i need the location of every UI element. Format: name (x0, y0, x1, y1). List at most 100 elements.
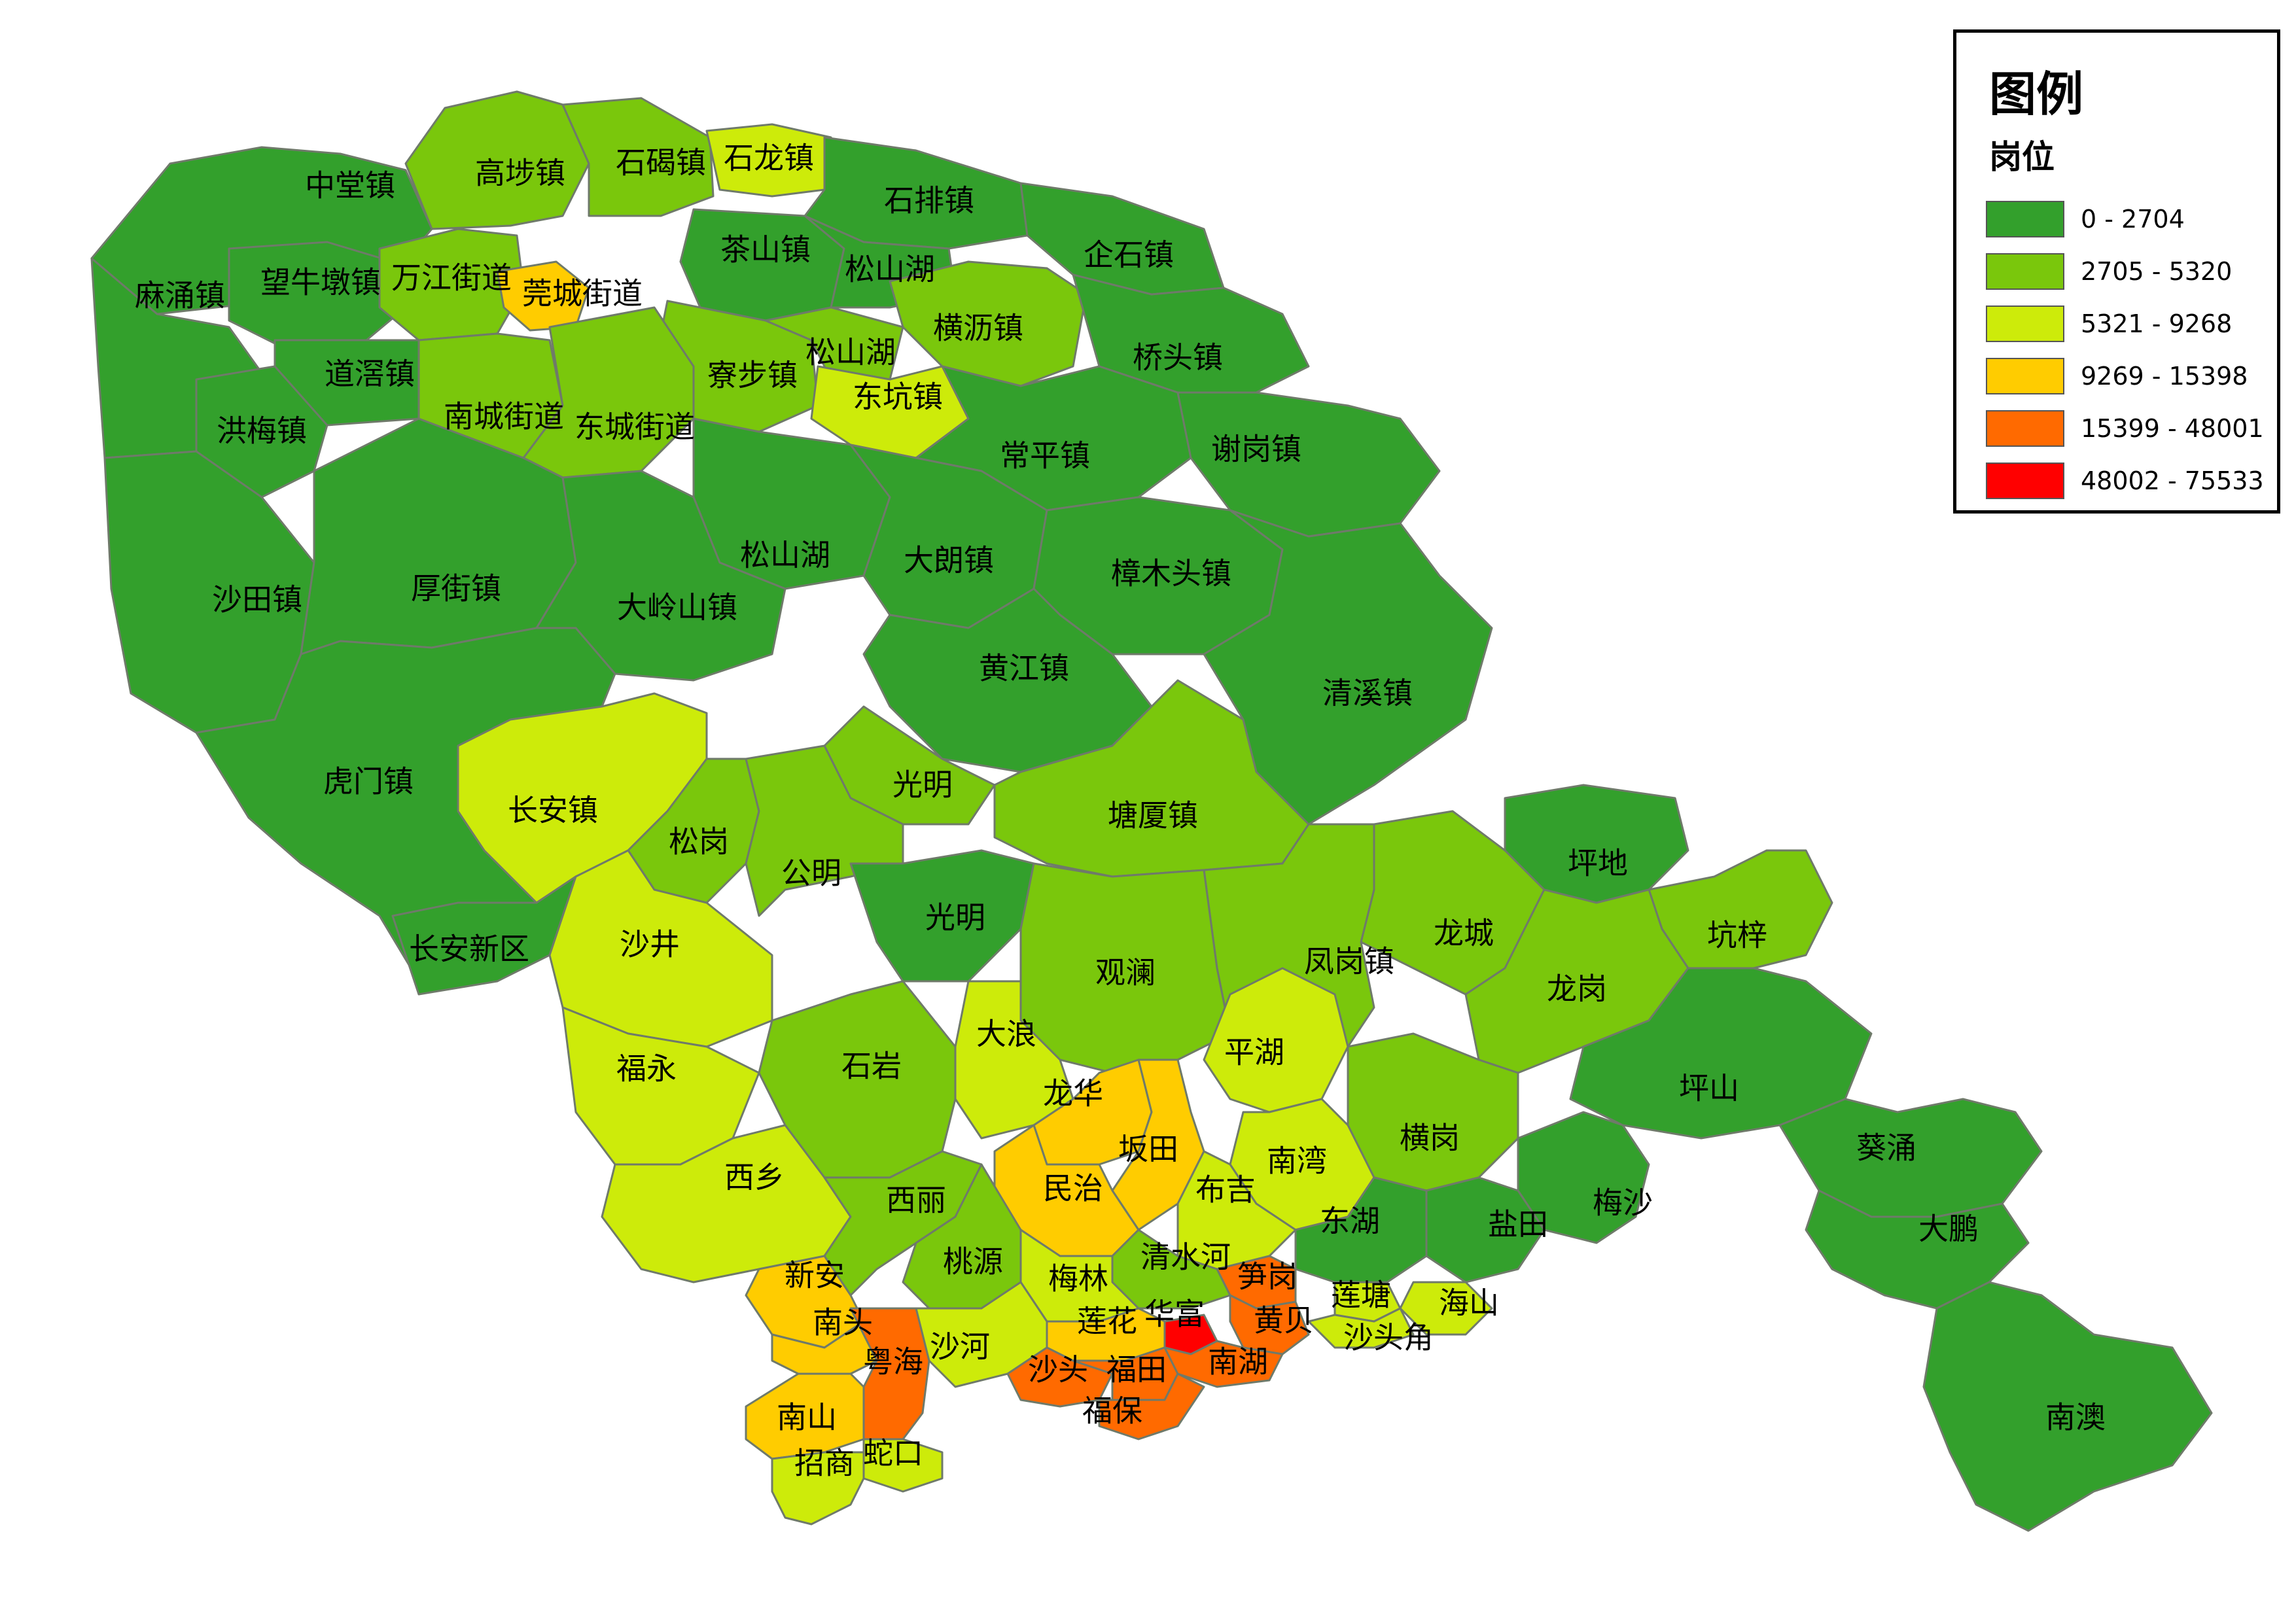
region-label: 中堂镇 (305, 168, 395, 203)
region-label: 梅林 (1048, 1261, 1108, 1297)
region-label: 福永 (616, 1051, 677, 1087)
region-label: 东坑镇 (853, 379, 943, 415)
legend-swatch (1986, 253, 2064, 290)
region-label: 新安 (785, 1258, 845, 1293)
region-zhaoshang (771, 1451, 865, 1526)
region-label: 粤海 (863, 1344, 923, 1380)
region-label: 招商 (794, 1446, 855, 1481)
region-shatoujiao (1307, 1307, 1415, 1349)
region-label: 坪地 (1568, 846, 1628, 881)
region-shatou (1006, 1346, 1114, 1408)
region-label: 石岩 (841, 1049, 902, 1084)
region-label: 公明 (781, 856, 841, 891)
region-xiegang (1176, 391, 1441, 538)
region-label: 虎门镇 (323, 764, 414, 799)
region-label: 望牛墩镇 (260, 265, 381, 300)
region-bantian (1111, 1058, 1205, 1231)
region-label: 梅沙 (1593, 1185, 1653, 1221)
region-label: 福保 (1082, 1393, 1142, 1429)
region-label: 沙井 (620, 927, 680, 962)
region-label: 莲塘 (1331, 1278, 1391, 1313)
map-labels: 中堂镇 高埗镇 石碣镇 石龙镇 石排镇 麻涌镇 望牛墩镇 万江街道 莞城街道 茶… (135, 141, 2106, 1481)
region-label: 民治 (1043, 1171, 1103, 1206)
region-label: 厚街镇 (411, 571, 501, 606)
region-label: 南山 (777, 1400, 837, 1435)
region-label: 松岗 (669, 824, 729, 860)
region-label: 清水河 (1140, 1240, 1231, 1275)
region-label: 长安镇 (508, 793, 598, 828)
region-label: 清溪镇 (1322, 676, 1413, 711)
region-shijie (561, 97, 715, 217)
region-qingxi (1203, 509, 1493, 826)
region-label: 高埗镇 (475, 156, 565, 191)
region-nanhu (1163, 1340, 1284, 1388)
region-label: 坪山 (1679, 1071, 1739, 1106)
region-label: 东城街道 (574, 410, 695, 445)
region-dalingshan (535, 470, 786, 682)
region-label: 樟木头镇 (1111, 556, 1231, 591)
region-label: 沙田镇 (212, 582, 302, 618)
legend-item: 15399 - 48001 (1986, 402, 2264, 455)
region-huangbei (1229, 1294, 1310, 1355)
region-label: 观澜 (1095, 955, 1156, 990)
region-label: 海山 (1439, 1285, 1499, 1321)
region-label: 企石镇 (1084, 237, 1174, 273)
region-yantian (1425, 1176, 1545, 1283)
region-label: 石龙镇 (724, 141, 814, 176)
map-legend: 图例 岗位 0 - 2704 2705 - 5320 5321 - 9268 9… (1953, 29, 2280, 514)
region-label: 洪梅镇 (217, 413, 307, 449)
region-label: 长安新区 (409, 932, 529, 967)
region-label: 麻涌镇 (135, 278, 225, 313)
region-label: 东湖 (1320, 1204, 1380, 1239)
region-label: 西丽 (886, 1183, 946, 1218)
legend-label: 9269 - 15398 (2081, 362, 2248, 391)
region-label: 石排镇 (884, 183, 974, 218)
region-label: 大浪 (976, 1017, 1036, 1052)
region-label: 沙河 (930, 1329, 990, 1365)
region-label: 大岭山镇 (617, 590, 737, 625)
legend-items: 0 - 2704 2705 - 5320 5321 - 9268 9269 - … (1986, 193, 2264, 507)
region-label: 笋岗 (1237, 1259, 1298, 1295)
region-label: 桥头镇 (1133, 340, 1223, 375)
region-label: 谢岗镇 (1211, 432, 1301, 467)
legend-label: 15399 - 48001 (2081, 414, 2264, 443)
region-label: 松山湖 (805, 335, 896, 370)
region-label: 石碣镇 (616, 145, 706, 181)
region-label: 布吉 (1195, 1172, 1256, 1208)
region-label: 寮步镇 (707, 358, 798, 393)
region-nantou (771, 1320, 878, 1375)
legend-label: 2705 - 5320 (2081, 257, 2233, 286)
region-wangniudun (228, 241, 407, 345)
region-label: 黄江镇 (979, 651, 1069, 686)
legend-subtitle: 岗位 (1989, 138, 2055, 176)
region-label: 万江街道 (391, 260, 512, 296)
region-tangxia (993, 679, 1310, 878)
region-label: 葵涌 (1856, 1130, 1916, 1166)
region-label: 横沥镇 (933, 311, 1023, 346)
region-label: 龙城 (1434, 916, 1494, 951)
region-label: 坂田 (1118, 1132, 1178, 1167)
region-label: 莲花 (1077, 1304, 1137, 1339)
region-pingshan (1569, 967, 1873, 1140)
region-label: 塘厦镇 (1108, 798, 1198, 833)
legend-item: 2705 - 5320 (1986, 245, 2264, 298)
region-donghu (1294, 1176, 1428, 1283)
legend-title: 图例 (1989, 67, 2084, 122)
region-label: 龙岗 (1547, 971, 1607, 1007)
region-label: 横岗 (1400, 1121, 1460, 1156)
legend-item: 5321 - 9268 (1986, 298, 2264, 350)
legend-swatch (1986, 462, 2064, 499)
region-label: 南湾 (1267, 1143, 1327, 1179)
region-label: 平湖 (1224, 1035, 1284, 1070)
legend-swatch (1986, 305, 2064, 342)
region-nanao (1922, 1281, 2213, 1532)
region-label: 光明 (892, 767, 953, 803)
legend-item: 9269 - 15398 (1986, 350, 2264, 402)
region-label: 南湖 (1208, 1344, 1268, 1380)
region-fubao (1098, 1372, 1205, 1440)
map-regions (90, 90, 2213, 1532)
region-label: 莞城街道 (522, 276, 643, 311)
region-label: 茶山镇 (720, 232, 811, 268)
region-label: 道滘镇 (325, 357, 415, 392)
